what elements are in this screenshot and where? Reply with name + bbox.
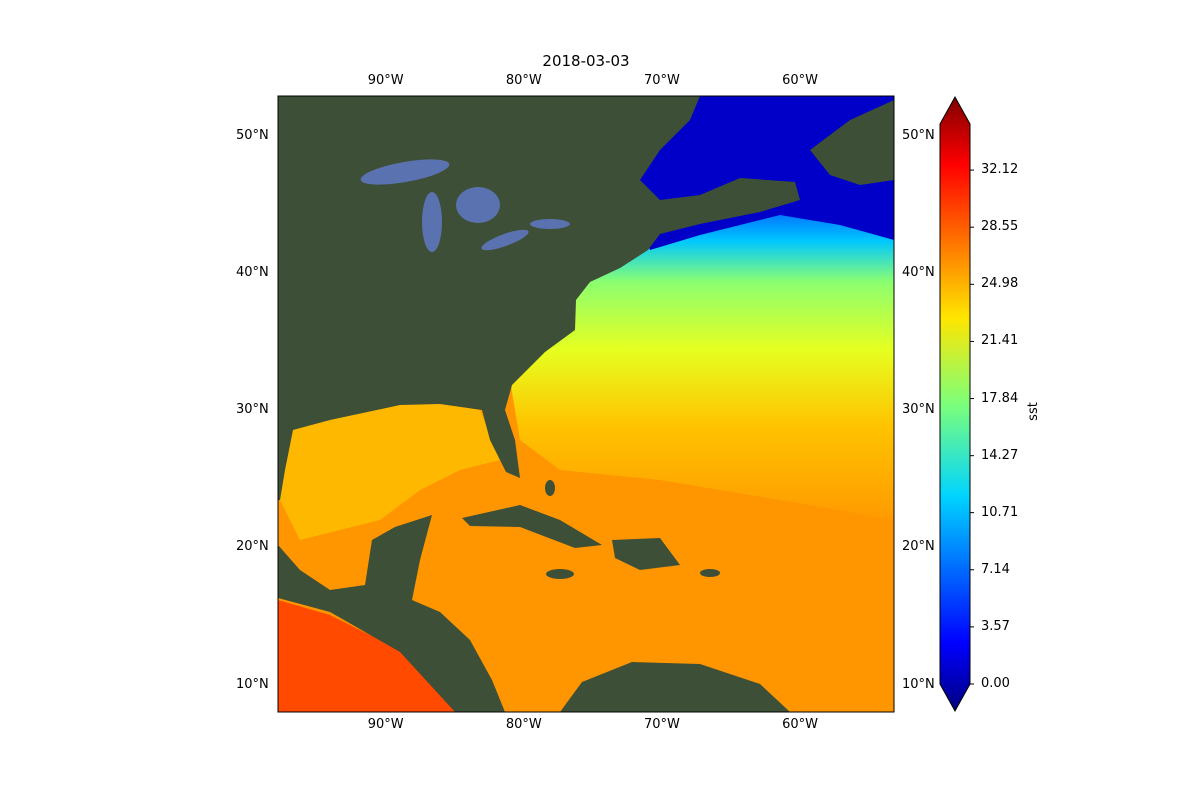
colorbar-tick-label: 7.14 [981, 561, 1010, 577]
lon-tick-label-top: 80°W [505, 73, 542, 88]
lake-erie [481, 229, 529, 251]
lon-tick-label-bottom: 70°W [644, 717, 680, 732]
lat-tick-label-right: 50°N [902, 127, 935, 143]
lon-tick-label-bottom: 60°W [782, 717, 819, 732]
colorbar-tick-label: 17.84 [981, 390, 1019, 406]
lon-tick-label-top: 70°W [644, 73, 680, 88]
colorbar-tick-label: 14.27 [981, 447, 1019, 463]
lake-huron [456, 187, 500, 223]
pacific-warm [278, 600, 455, 712]
lat-tick-label-left: 40°N [236, 264, 269, 280]
lon-tick-label-bottom: 80°W [505, 717, 542, 732]
lat-tick-label-left: 30°N [236, 402, 269, 418]
lake-michigan [422, 192, 442, 252]
colorbar-tick-label: 10.71 [981, 504, 1019, 520]
land-bahamas [545, 480, 555, 496]
lat-tick-label-left: 10°N [236, 676, 269, 692]
land-hispaniola [612, 538, 680, 570]
colorbar-tick-label: 21.41 [981, 333, 1019, 349]
land-cuba [462, 505, 602, 548]
colorbar-tick-label: 3.57 [981, 618, 1010, 634]
land [278, 96, 800, 500]
lat-tick-label-right: 10°N [902, 676, 935, 692]
lake-ontario [530, 219, 570, 229]
colorbar [939, 95, 971, 713]
colorbar-tick-label: 32.12 [981, 162, 1019, 178]
lake-superior [360, 159, 450, 185]
lon-tick-label-bottom: 90°W [367, 717, 404, 732]
map-frame [277, 95, 895, 713]
lat-tick-label-left: 50°N [236, 127, 269, 143]
lat-tick-label-right: 40°N [902, 264, 935, 280]
lon-tick-label-top: 90°W [367, 73, 404, 88]
colorbar-label: sst [1025, 402, 1041, 421]
land-puerto-rico [700, 569, 720, 577]
colorbar-tick-label: 0.00 [981, 676, 1010, 691]
colorbar-tick-label: 28.55 [981, 219, 1019, 235]
land-newfoundland [810, 100, 894, 185]
colorbar-tick-label: 24.98 [981, 276, 1019, 292]
gulf-of-mexico [280, 400, 500, 540]
land-jamaica [546, 569, 574, 579]
lat-tick-label-left: 20°N [236, 539, 269, 555]
land-mexico-central-america [278, 515, 505, 712]
lat-tick-label-right: 30°N [902, 402, 935, 418]
land-south-america [560, 662, 790, 712]
lat-tick-label-right: 20°N [902, 539, 935, 555]
map-title: 2018-03-03 [542, 52, 630, 70]
lon-tick-label-top: 60°W [782, 73, 819, 88]
